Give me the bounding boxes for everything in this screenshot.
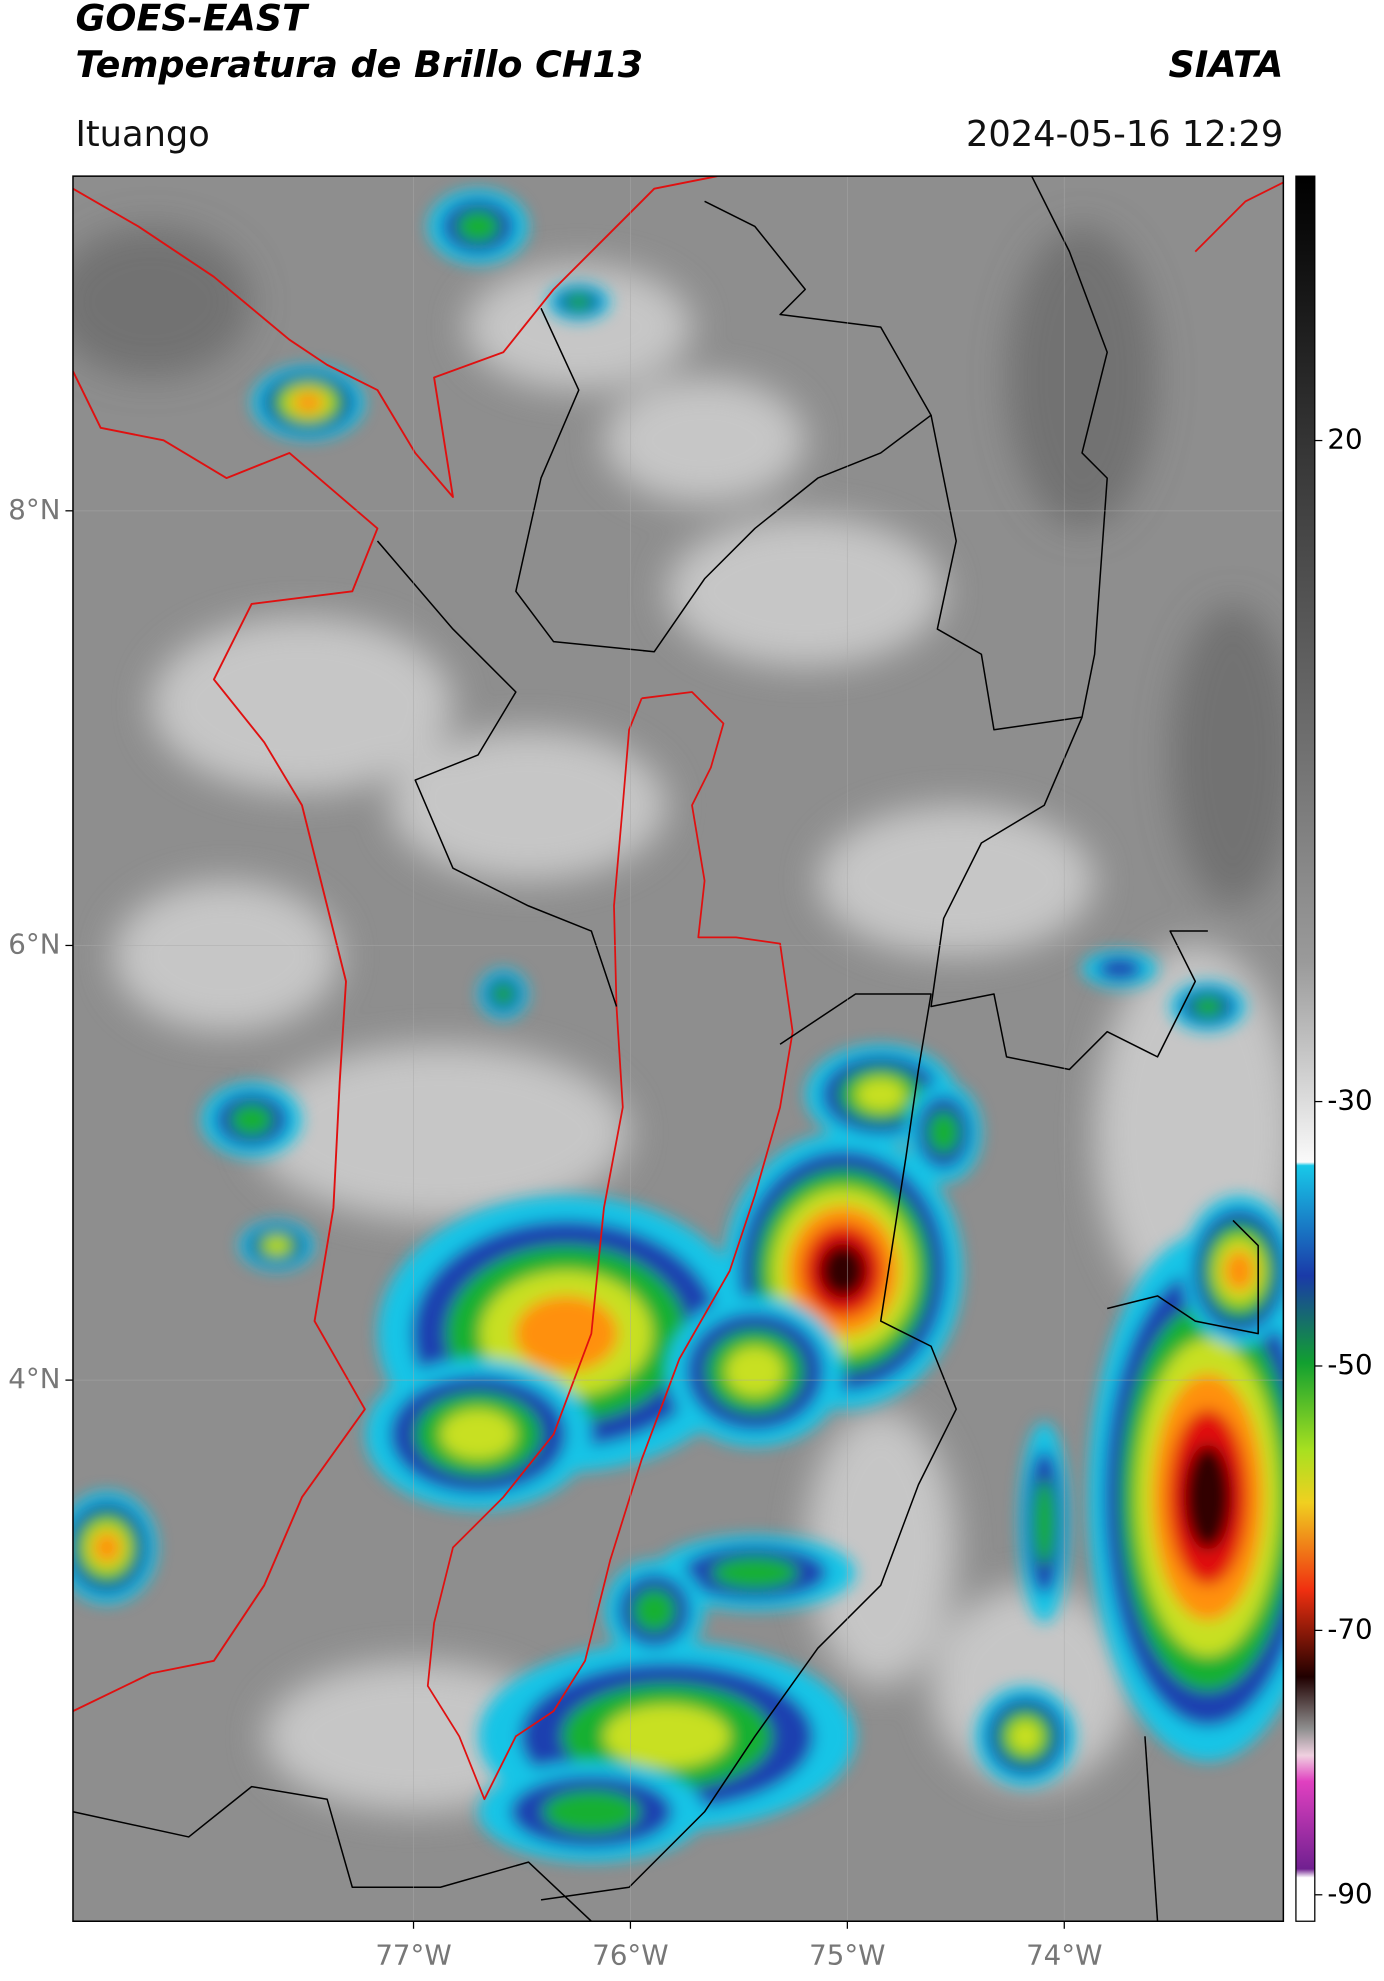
coastline	[72, 176, 718, 498]
storm-cell	[514, 1295, 618, 1372]
storm-cell	[725, 1346, 785, 1397]
subtitle: Temperatura de Brillo CH13	[75, 43, 643, 86]
cloud	[666, 515, 944, 667]
colorbar-tick-label: -50	[1327, 1348, 1372, 1381]
coastline	[72, 370, 379, 1712]
cloud	[805, 1409, 957, 1686]
x-tick-label: 77°W	[375, 1938, 451, 1971]
department-border	[540, 993, 957, 1901]
storm-cell	[456, 210, 500, 243]
storm-cell	[711, 1556, 799, 1589]
storm-cell	[292, 392, 324, 413]
colorbar-tick-label: 20	[1327, 423, 1362, 456]
storm-cell	[1097, 957, 1143, 981]
y-tick-label: 4°N	[8, 1362, 60, 1395]
coastline	[1194, 181, 1284, 253]
colorbar-tick-label: -30	[1327, 1084, 1372, 1117]
storm-cell	[1033, 1479, 1056, 1566]
department-border	[72, 1785, 592, 1922]
cloud	[603, 377, 806, 504]
department-border	[930, 716, 1208, 1071]
storm-cell	[855, 1077, 906, 1112]
y-tick-label: 8°N	[8, 493, 60, 526]
storm-cell	[603, 1704, 730, 1768]
imagery	[72, 188, 1284, 1863]
department-border	[426, 691, 794, 1801]
colorbar-ticks: 20 -30 -50 -70 -90	[1314, 423, 1373, 1910]
colorbar-tick-label: -70	[1327, 1612, 1372, 1645]
department-border	[1144, 1736, 1159, 1922]
storm-cells	[72, 188, 1284, 1863]
y-tick-label: 6°N	[8, 927, 60, 960]
cloud	[465, 264, 692, 391]
storm-cell	[632, 1588, 676, 1633]
cloud	[1170, 603, 1284, 906]
x-tick-label: 75°W	[809, 1938, 885, 1971]
storm-cell	[230, 1103, 274, 1136]
light-clouds	[72, 226, 1284, 1812]
title: GOES-EAST	[75, 0, 310, 40]
department-border	[1107, 1219, 1259, 1335]
timestamp: 2024-05-16 12:29	[966, 114, 1283, 155]
cloud	[390, 729, 667, 881]
storm-cell	[93, 1532, 121, 1563]
cloud	[72, 226, 252, 378]
department-border	[515, 200, 932, 653]
storm-cell	[440, 1409, 516, 1460]
grid	[72, 176, 1284, 1922]
storm-cell	[542, 1790, 640, 1834]
map-image	[72, 176, 1284, 1922]
colorbar-tick-label: -90	[1327, 1877, 1372, 1910]
storm-cell	[1191, 995, 1225, 1018]
cloud	[251, 1044, 630, 1221]
cloud	[150, 616, 453, 793]
map-frame	[72, 175, 1285, 1922]
storm-cell	[927, 1110, 960, 1154]
x-tick-label: 76°W	[592, 1938, 668, 1971]
source: SIATA	[1168, 43, 1283, 86]
axes: 77°W 76°W 75°W 74°W 8°N 6°N 4°N	[8, 493, 1102, 1972]
storm-cell	[819, 1243, 867, 1299]
department-border	[930, 176, 1108, 731]
storm-cell	[1008, 1719, 1043, 1754]
department-border	[376, 540, 618, 1007]
storm-cell	[565, 293, 593, 311]
storm-cell	[492, 983, 515, 1005]
storm-cell	[1183, 1444, 1232, 1551]
cloud	[1006, 226, 1158, 529]
x-tick-label: 74°W	[1026, 1938, 1102, 1971]
borders	[72, 176, 1284, 1922]
storm-cell	[1223, 1250, 1255, 1292]
colorbar	[1295, 175, 1316, 1922]
cloud	[264, 1660, 567, 1812]
cloud	[113, 880, 340, 1032]
location: Ituango	[75, 114, 209, 155]
storm-cell	[264, 1237, 290, 1254]
cloud	[817, 805, 1095, 957]
